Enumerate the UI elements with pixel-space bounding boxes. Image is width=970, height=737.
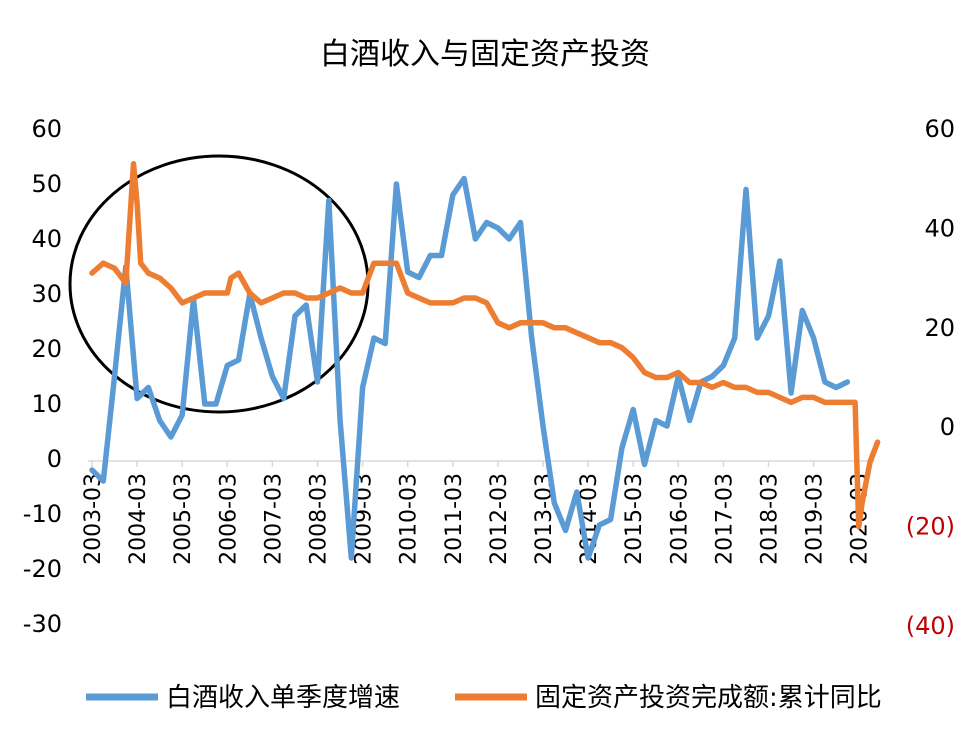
left-axis-ticks: 60 50 40 30 20 10 0 -10 -20 -30 bbox=[23, 115, 62, 638]
right-tick-label: (40) bbox=[906, 612, 955, 640]
left-tick-label: -30 bbox=[23, 610, 62, 638]
series-line-baijiu-revenue bbox=[89, 175, 851, 561]
x-tick-label: 2019-03 bbox=[803, 473, 828, 565]
series-points-1 bbox=[91, 163, 878, 527]
left-tick-label: 10 bbox=[31, 390, 62, 418]
x-tick-label: 2012-03 bbox=[487, 473, 512, 565]
series-line-fixed-asset-investment bbox=[89, 161, 881, 530]
x-tick-label: 2003-03 bbox=[81, 473, 106, 565]
legend-label-baijiu: 白酒收入单季度增速 bbox=[166, 683, 400, 713]
x-tick-label: 2018-03 bbox=[758, 473, 783, 565]
x-tick-label: 2006-03 bbox=[216, 473, 241, 565]
right-tick-label: 60 bbox=[924, 115, 955, 143]
chart-title: 白酒收入与固定资产投资 bbox=[320, 37, 650, 72]
x-tick-label: 2010-03 bbox=[397, 473, 422, 565]
right-tick-label: 40 bbox=[924, 214, 955, 242]
left-tick-label: 40 bbox=[31, 225, 62, 253]
right-tick-label: 20 bbox=[924, 314, 955, 342]
x-tick-label: 2005-03 bbox=[171, 473, 196, 565]
right-tick-label: (20) bbox=[906, 513, 955, 541]
legend: 白酒收入单季度增速 固定资产投资完成额:累计同比 bbox=[86, 683, 882, 713]
left-tick-label: 0 bbox=[47, 445, 62, 473]
right-tick-label: 0 bbox=[940, 413, 955, 441]
left-tick-label: 50 bbox=[31, 170, 62, 198]
left-tick-label: -10 bbox=[23, 500, 62, 528]
right-axis-ticks: 60 40 20 0 (20) (40) bbox=[906, 115, 955, 640]
left-tick-label: 30 bbox=[31, 280, 62, 308]
x-tick-label: 2017-03 bbox=[712, 473, 737, 565]
x-tick-label: 2016-03 bbox=[667, 473, 692, 565]
x-tick-label: 2008-03 bbox=[307, 473, 332, 565]
left-tick-label: 20 bbox=[31, 335, 62, 363]
left-tick-label: -20 bbox=[23, 555, 62, 583]
x-tick-label: 2007-03 bbox=[261, 473, 286, 565]
legend-label-fai: 固定资产投资完成额:累计同比 bbox=[535, 683, 882, 713]
series-group bbox=[89, 161, 881, 561]
x-axis-ticks: 2003-03 2004-03 2005-03 2006-03 2007-03 2008-… bbox=[81, 461, 873, 565]
x-tick-label: 2015-03 bbox=[622, 473, 647, 565]
x-tick-label: 2011-03 bbox=[442, 473, 467, 565]
left-tick-label: 60 bbox=[31, 115, 62, 143]
x-tick-label: 2004-03 bbox=[126, 473, 151, 565]
